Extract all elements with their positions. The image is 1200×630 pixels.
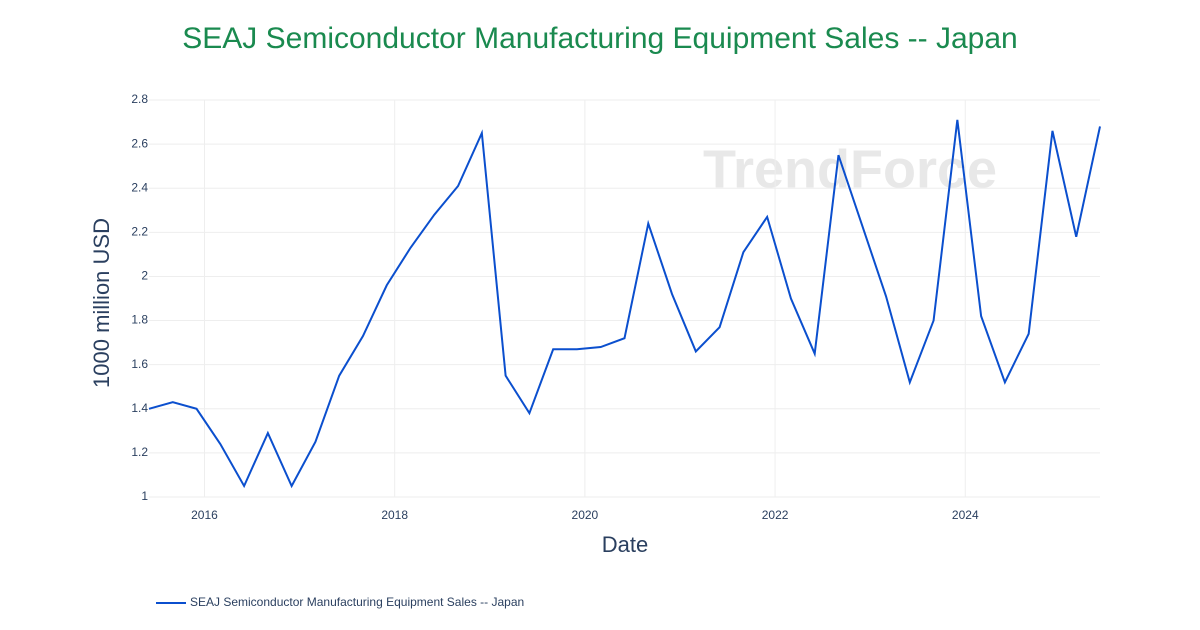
y-tick-label: 1.2 (131, 445, 148, 459)
y-tick-label: 2.8 (131, 92, 148, 106)
data-line (148, 119, 1101, 489)
y-tick-label: 1 (141, 489, 148, 503)
y-axis-title: 1000 million USD (89, 218, 114, 388)
y-tick-label: 1.4 (131, 401, 148, 415)
x-axis-title: Date (602, 532, 648, 557)
y-tick-label: 1.6 (131, 357, 148, 371)
x-tick-label: 2020 (572, 508, 599, 522)
x-tick-label: 2016 (191, 508, 218, 522)
y-tick-label: 2.4 (131, 180, 148, 194)
x-tick-label: 2024 (952, 508, 979, 522)
x-tick-label: 2022 (762, 508, 789, 522)
y-tick-label: 2.2 (131, 225, 148, 239)
y-tick-label: 1.8 (131, 313, 148, 327)
x-tick-label: 2018 (381, 508, 408, 522)
legend-label: SEAJ Semiconductor Manufacturing Equipme… (190, 595, 524, 609)
chart-title: SEAJ Semiconductor Manufacturing Equipme… (182, 22, 1017, 55)
y-tick-label: 2.6 (131, 136, 148, 150)
y-tick-label: 2 (141, 269, 148, 283)
